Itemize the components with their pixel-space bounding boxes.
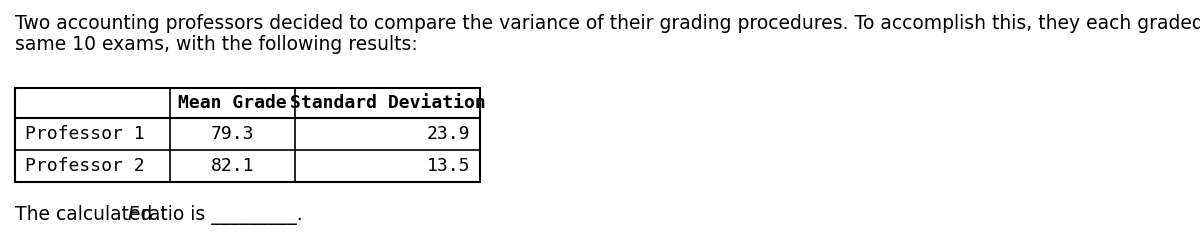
Text: F: F bbox=[128, 205, 138, 224]
Text: Standard Deviation: Standard Deviation bbox=[289, 94, 485, 112]
Text: 13.5: 13.5 bbox=[426, 157, 470, 175]
Text: Mean Grade: Mean Grade bbox=[178, 94, 287, 112]
Text: 82.1: 82.1 bbox=[211, 157, 254, 175]
Text: Two accounting professors decided to compare the variance of their grading proce: Two accounting professors decided to com… bbox=[14, 14, 1200, 33]
Text: 23.9: 23.9 bbox=[426, 125, 470, 143]
Text: same 10 exams, with the following results:: same 10 exams, with the following result… bbox=[14, 35, 418, 54]
Text: ratio is _________.: ratio is _________. bbox=[134, 205, 302, 225]
Text: 79.3: 79.3 bbox=[211, 125, 254, 143]
Text: Professor 1: Professor 1 bbox=[25, 125, 145, 143]
Text: The calculated: The calculated bbox=[14, 205, 158, 224]
Bar bbox=[14, 88, 480, 182]
Text: Professor 2: Professor 2 bbox=[25, 157, 145, 175]
